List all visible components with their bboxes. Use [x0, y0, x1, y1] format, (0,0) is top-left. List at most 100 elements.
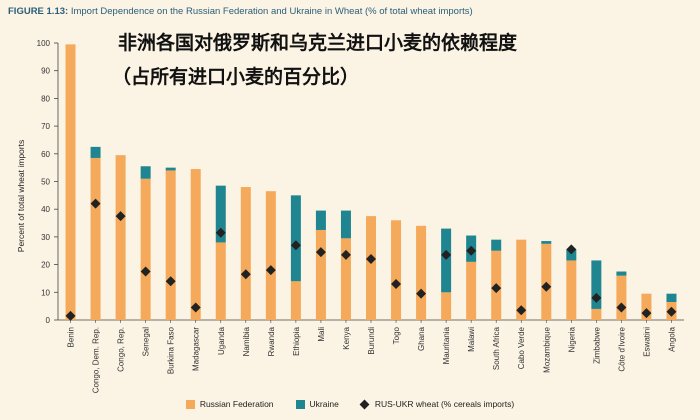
marker-rus-ukr-cereals [666, 306, 677, 317]
legend-label-marker: RUS-UKR wheat (% cereals imports) [374, 399, 515, 409]
bar-ukraine [340, 210, 351, 239]
chart-axes: 0 10 20 30 40 50 60 70 80 90 100 [37, 39, 684, 325]
bar-russia [391, 220, 402, 320]
legend-label-russia: Russian Federation [199, 399, 274, 409]
bar-russia [416, 225, 427, 320]
marker-rus-ukr-cereals [90, 198, 101, 209]
y-tick-label: 0 [46, 316, 51, 325]
x-tick-label: Uganda [217, 326, 226, 355]
bar-ukraine [140, 166, 151, 179]
y-tick-label: 80 [41, 94, 50, 103]
bar-ukraine [616, 271, 627, 276]
bar-russia [90, 157, 101, 320]
x-tick-label: Cabo Verde [517, 326, 526, 369]
x-tick-label: Ghana [417, 326, 426, 351]
y-tick-label: 50 [41, 178, 50, 187]
legend-item-ukraine: Ukraine [295, 399, 339, 409]
marker-rus-ukr-cereals [616, 302, 627, 313]
marker-rus-ukr-cereals [491, 283, 502, 294]
x-tick-label: Madagascar [192, 327, 201, 371]
bar-russia [290, 281, 301, 320]
bar-ukraine [566, 249, 577, 261]
bar-ukraine [541, 241, 552, 244]
bar-russia [115, 155, 126, 320]
bar-ukraine [90, 146, 101, 158]
bar-ukraine [441, 228, 452, 293]
x-tick-label: Ethiopia [292, 326, 301, 355]
y-tick-label: 10 [41, 288, 50, 297]
overlay-title-cn: 非洲各国对俄罗斯和乌克兰进口小麦的依赖程度 [118, 32, 518, 54]
y-tick-label: 90 [41, 67, 50, 76]
bar-russia [641, 293, 652, 320]
marker-rus-ukr-cereals [391, 278, 402, 289]
marker-rus-ukr-cereals [416, 288, 427, 299]
bar-russia [215, 242, 226, 320]
legend-diamond-marker [359, 399, 370, 409]
x-tick-label: Benin [67, 327, 76, 347]
bar-russia [165, 170, 176, 320]
legend-swatch-ukraine [295, 399, 305, 409]
x-tick-label: Kenya [342, 326, 351, 349]
x-tick-label: Zimbabwe [592, 326, 601, 363]
x-tick-label: South Africa [492, 326, 501, 370]
marker-rus-ukr-cereals [516, 305, 527, 316]
x-tick-label: Senegal [142, 327, 151, 357]
x-tick-label: Namibia [242, 326, 251, 356]
x-tick-label: Mauritania [442, 326, 451, 364]
x-tick-label: Nigeria [567, 326, 576, 352]
marker-rus-ukr-cereals [290, 240, 301, 251]
y-tick-label: 60 [41, 150, 50, 159]
bar-russia [65, 44, 76, 320]
legend-label-ukraine: Ukraine [309, 399, 339, 409]
marker-rus-ukr-cereals [140, 266, 151, 277]
bar-russia [240, 187, 251, 320]
bar-russia [516, 239, 527, 320]
legend-swatch-russia [185, 399, 195, 409]
bar-russia [616, 275, 627, 320]
x-tick-label: Congo, Rep. [117, 327, 126, 372]
marker-rus-ukr-cereals [265, 265, 276, 276]
bar-russia [340, 238, 351, 320]
marker-rus-ukr-cereals [165, 276, 176, 287]
marker-rus-ukr-cereals [441, 249, 452, 260]
figure-number: FIGURE 1.13: [8, 6, 69, 17]
bar-ukraine [491, 239, 502, 251]
bar-russia [591, 308, 602, 320]
marker-rus-ukr-cereals [366, 254, 376, 265]
x-tick-label: Eswatini [642, 327, 651, 357]
x-tick-label: Angola [667, 326, 676, 351]
marker-rus-ukr-cereals [115, 211, 126, 222]
bar-ukraine [165, 167, 176, 171]
legend-item-marker: RUS-UKR wheat (% cereals imports) [359, 399, 515, 409]
overlay-subtitle-cn: （占所有进口小麦的百分比） [112, 66, 360, 88]
marker-rus-ukr-cereals [641, 308, 652, 319]
bar-russia [265, 191, 276, 320]
x-tick-label: Burundi [367, 327, 376, 355]
y-tick-label: 70 [41, 122, 50, 131]
bar-russia [466, 261, 477, 320]
marker-rus-ukr-cereals [541, 281, 552, 292]
marker-rus-ukr-cereals [466, 245, 477, 256]
bar-russia [441, 292, 452, 320]
x-tick-label: Côte d'Ivoire [617, 326, 626, 371]
marker-rus-ukr-cereals [190, 302, 201, 313]
x-tick-label: Togo [392, 326, 401, 344]
figure-title-text: Import Dependence on the Russian Federat… [70, 6, 473, 17]
y-tick-label: 100 [37, 39, 51, 48]
marker-rus-ukr-cereals [65, 310, 76, 321]
bar-ukraine [290, 195, 301, 282]
marker-rus-ukr-cereals [591, 292, 602, 303]
bar-russia [366, 216, 376, 320]
bar-russia [140, 178, 151, 320]
bar-ukraine [315, 210, 326, 230]
y-axis-label: Percent of total wheat imports [16, 140, 26, 252]
x-tick-label: Burkina Faso [167, 326, 176, 374]
marker-rus-ukr-cereals [240, 269, 251, 280]
bar-russia [566, 260, 577, 320]
bar-ukraine [591, 260, 602, 309]
bar-russia [315, 229, 326, 320]
marker-rus-ukr-cereals [566, 244, 577, 255]
x-tick-label: Malawi [467, 327, 476, 352]
legend-item-russia: Russian Federation [185, 399, 274, 409]
